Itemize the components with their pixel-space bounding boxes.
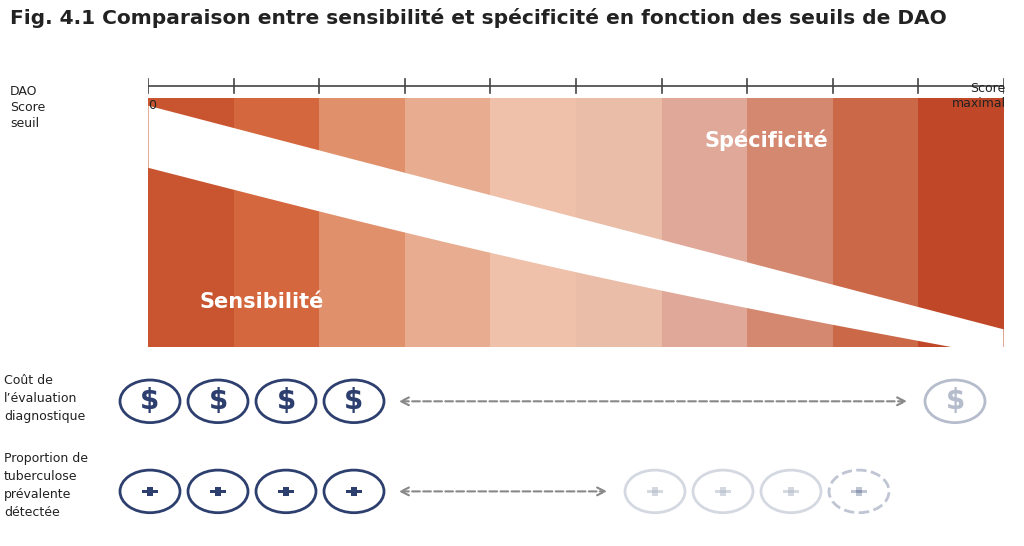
Ellipse shape	[256, 380, 316, 423]
Ellipse shape	[188, 380, 248, 423]
Bar	[319, 98, 406, 347]
Ellipse shape	[120, 470, 180, 513]
Text: Proportion de
tuberculose
prévalente
détectée: Proportion de tuberculose prévalente dét…	[4, 453, 88, 519]
Ellipse shape	[120, 380, 180, 423]
Bar	[284, 487, 289, 496]
Bar	[147, 487, 153, 496]
Bar	[748, 98, 833, 347]
Bar	[346, 490, 362, 493]
Bar	[351, 487, 356, 496]
Bar	[141, 490, 159, 493]
Ellipse shape	[625, 470, 685, 513]
Text: $: $	[140, 387, 160, 416]
Bar	[647, 490, 664, 493]
Text: Coût de
l’évaluation
diagnostique: Coût de l’évaluation diagnostique	[4, 374, 85, 423]
Bar	[652, 487, 657, 496]
Bar	[720, 487, 726, 496]
Text: $: $	[945, 387, 965, 416]
Text: Spécificité: Spécificité	[705, 130, 828, 151]
Bar	[404, 98, 490, 347]
Text: $: $	[208, 387, 227, 416]
Text: $: $	[276, 387, 296, 416]
Text: Fig. 4.1 Comparaison entre sensibilité et spécificité en fonction des seuils de : Fig. 4.1 Comparaison entre sensibilité e…	[10, 8, 947, 28]
Bar	[148, 98, 233, 347]
Ellipse shape	[324, 380, 384, 423]
Bar	[210, 490, 226, 493]
Ellipse shape	[256, 470, 316, 513]
Ellipse shape	[761, 470, 821, 513]
Bar	[278, 490, 294, 493]
Text: Sensibilité: Sensibilité	[200, 292, 325, 312]
Bar	[662, 98, 748, 347]
Bar	[918, 98, 1004, 347]
Bar	[715, 490, 731, 493]
Bar	[490, 98, 575, 347]
Bar	[851, 490, 867, 493]
Polygon shape	[148, 106, 1004, 357]
Ellipse shape	[693, 470, 753, 513]
Bar	[782, 490, 800, 493]
Bar	[215, 487, 221, 496]
Bar	[833, 98, 919, 347]
Text: DAO
Score
seuil: DAO Score seuil	[10, 85, 45, 129]
Ellipse shape	[188, 470, 248, 513]
Bar	[788, 487, 794, 496]
Ellipse shape	[829, 470, 889, 513]
Bar	[233, 98, 319, 347]
Ellipse shape	[925, 380, 985, 423]
Text: $: $	[344, 387, 364, 416]
Bar	[856, 487, 862, 496]
Text: Score
maximal: Score maximal	[951, 82, 1006, 110]
Text: 0: 0	[148, 99, 157, 112]
Bar	[575, 98, 662, 347]
Ellipse shape	[324, 470, 384, 513]
